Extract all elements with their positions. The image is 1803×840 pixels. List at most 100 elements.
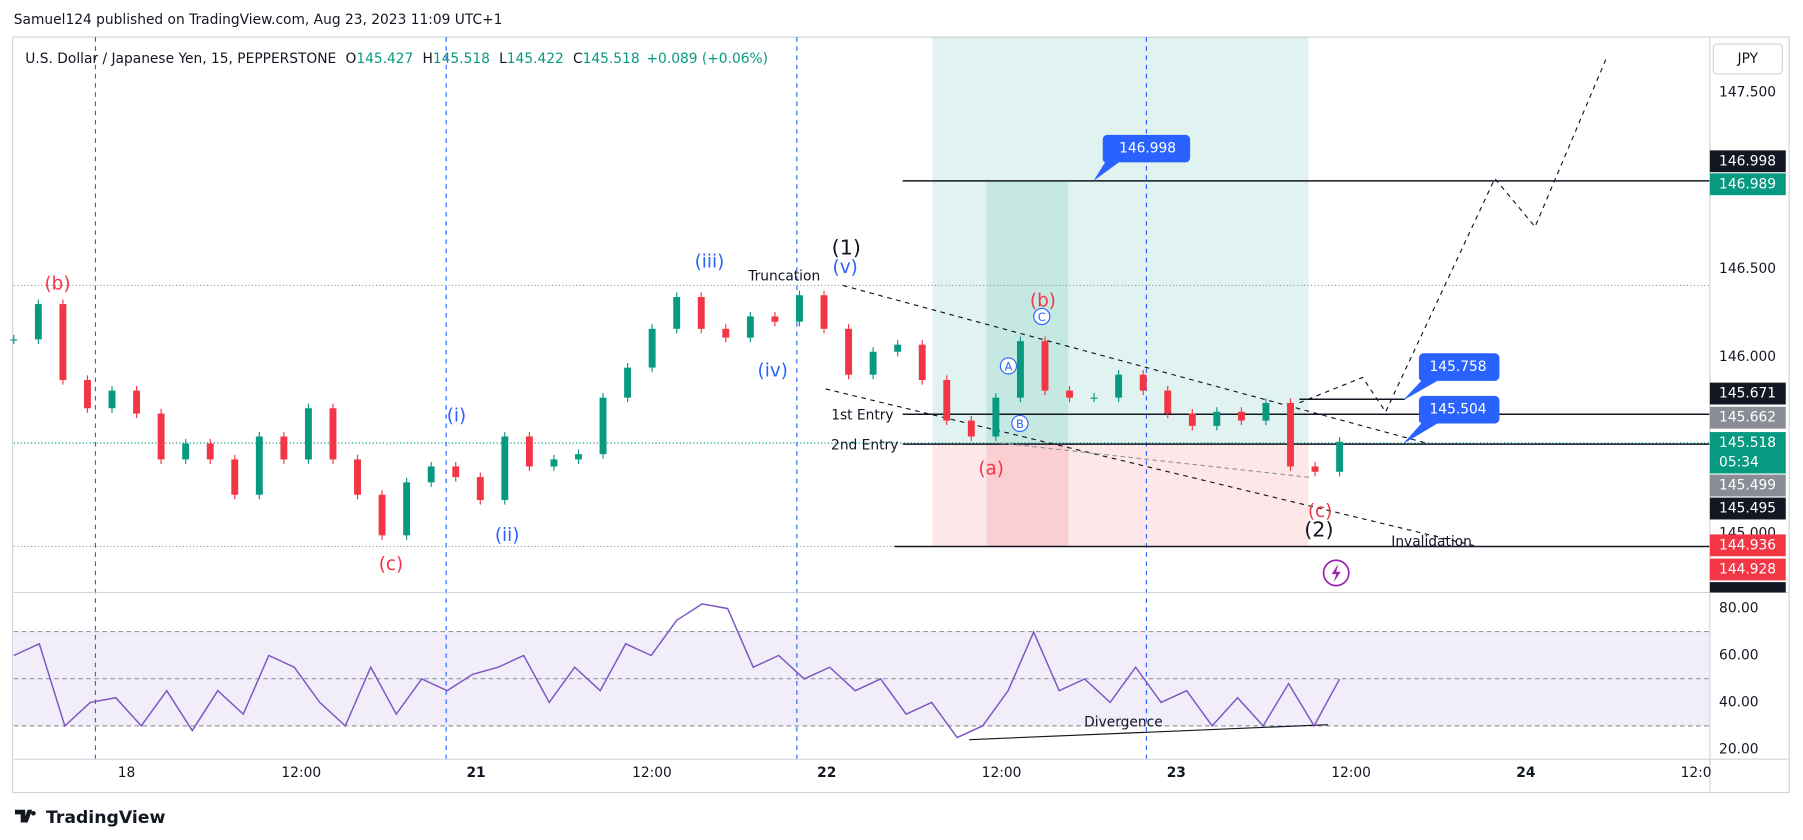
price-tag: [1709, 406, 1786, 429]
candle: [403, 482, 411, 536]
rsi-line: [13, 603, 1341, 739]
time-tick-label: 23: [1167, 765, 1186, 781]
time-tick-label: 18: [118, 765, 136, 781]
candle: [329, 408, 337, 460]
wave-circle: [1033, 307, 1051, 326]
candle: [1115, 374, 1123, 398]
publish-line: Samuel124 published on TradingView.com, …: [14, 12, 503, 28]
price-tag-label: 145.671: [1719, 386, 1776, 402]
wave-label: (b): [1030, 291, 1056, 312]
legend-item: U.S. Dollar / Japanese Yen, 15, PEPPERST…: [25, 51, 336, 67]
profit-zone-inner: [986, 180, 1069, 445]
alert-bolt: [1331, 563, 1341, 583]
time-tick-label: 12:00: [281, 765, 321, 781]
candle: [1188, 413, 1196, 426]
candle: [1262, 402, 1270, 421]
candle: [378, 494, 386, 536]
note: 1st Entry: [831, 407, 893, 423]
price-tag: [1709, 558, 1786, 581]
price-tag-label: 145.499: [1719, 478, 1776, 494]
price-tag-cut: [1709, 582, 1786, 593]
time-tick-label: 22: [817, 765, 836, 781]
note: Truncation: [747, 268, 820, 284]
candle: [599, 397, 607, 455]
candle: [1311, 466, 1319, 472]
candle: [182, 443, 190, 460]
candle: [550, 459, 558, 467]
callout-box: [1402, 395, 1500, 445]
candle: [84, 379, 91, 409]
divergence-line: [969, 724, 1329, 741]
price-tag: [1709, 534, 1786, 557]
candle: [476, 477, 484, 501]
wave-label: B: [1016, 417, 1024, 431]
candle: [427, 466, 435, 483]
candle: [34, 304, 42, 340]
projection: [1299, 55, 1609, 414]
time-tick-label: 21: [466, 765, 485, 781]
wave-circle: [1011, 414, 1029, 433]
wave-label: (1): [832, 236, 861, 260]
time-tick-label: 24: [1516, 765, 1535, 781]
candle: [673, 297, 681, 329]
price-tag-label: 146.989: [1719, 176, 1776, 192]
candle: [255, 436, 263, 495]
time-tick-label: 12:00: [1331, 765, 1371, 781]
price-tag: [1709, 497, 1786, 520]
candle: [206, 443, 214, 460]
callouts: 146.998 145.758 145.504: [1093, 134, 1500, 445]
candle: [304, 408, 312, 460]
wave-label: (a): [978, 458, 1004, 479]
candle: [1066, 390, 1073, 398]
candle: [575, 454, 582, 460]
rsi-tick-label: 80.00: [1719, 601, 1758, 617]
candle: [918, 344, 926, 380]
candle: [501, 436, 509, 501]
callout-label: 145.504: [1430, 402, 1487, 418]
candle: [722, 328, 730, 338]
candle: [231, 459, 239, 495]
wave-label: (c): [379, 554, 403, 575]
candle: [992, 397, 1000, 437]
loss-zone-inner: [986, 444, 1069, 547]
candle: [820, 295, 828, 329]
candle: [108, 390, 116, 409]
wave-label: (2): [1304, 517, 1333, 541]
price-tag-label: 146.998: [1719, 153, 1776, 169]
candle: [10, 339, 18, 341]
candle: [869, 351, 877, 375]
candle: [746, 316, 754, 338]
loss-zone: [932, 444, 1309, 547]
wave-label: (b): [44, 273, 70, 294]
price-tag-label: 145.518: [1719, 435, 1776, 451]
note: Invalidation: [1391, 534, 1472, 550]
trendline: [1000, 442, 1311, 479]
price-tag-label: 145.495: [1719, 501, 1776, 517]
wave-label: (iii): [695, 251, 725, 272]
currency[interactable]: JPY: [1737, 51, 1759, 67]
rsi-tick-label: 40.00: [1719, 694, 1758, 710]
candle: [452, 466, 460, 478]
price-tag: [1709, 474, 1786, 497]
price-tag-label: 144.936: [1719, 537, 1776, 553]
wave-circle: [999, 357, 1018, 375]
legend-item: 145.518: [583, 51, 640, 67]
logo-mark: [14, 809, 36, 823]
candle: [894, 344, 902, 352]
candle: [648, 328, 656, 368]
callout-box: [1402, 353, 1500, 401]
wave-label: (c): [1308, 501, 1332, 522]
legend-item: C: [573, 51, 583, 67]
price-tick-label: 146.000: [1719, 349, 1776, 365]
wave-label: (i): [447, 406, 466, 427]
currency-box[interactable]: [1712, 43, 1783, 75]
candle: [1090, 397, 1098, 399]
candle: [1336, 441, 1344, 472]
legend-item: 145.518: [433, 51, 490, 67]
price-tag: [1709, 432, 1786, 474]
price-tag: [1709, 150, 1786, 173]
candle: [1041, 341, 1049, 391]
candle: [525, 436, 533, 467]
price-tag-label: 144.928: [1719, 561, 1776, 577]
